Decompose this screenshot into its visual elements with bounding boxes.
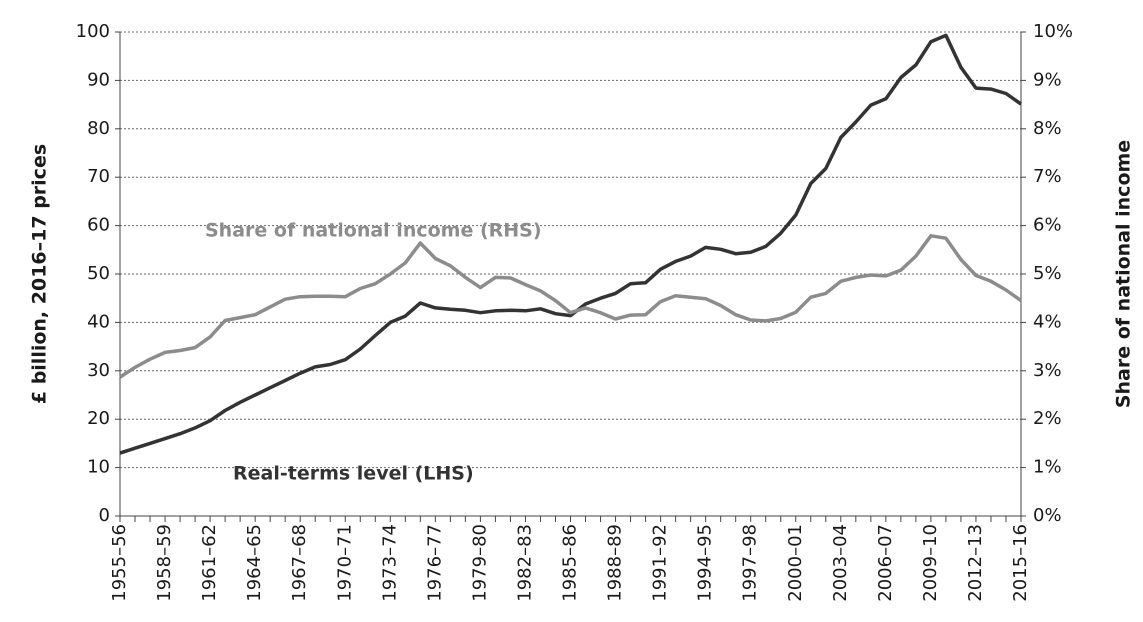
y2-tick-label: 0% [1033,505,1062,526]
y-tick-label: 50 [87,263,110,284]
x-tick-label: 1961–62 [199,524,220,602]
y2-tick-label: 9% [1033,69,1062,90]
series-label: Share of national income (RHS) [205,220,542,242]
x-tick-label: 2012–13 [965,524,986,602]
series-line [119,234,1023,379]
y2-tick-label: 6% [1033,215,1062,236]
x-tick-label: 1976–77 [424,524,445,602]
x-tick-label: 2015–16 [1010,524,1031,602]
y2-tick-label: 7% [1033,166,1062,187]
series-label: Real-terms level (LHS) [233,463,474,485]
y-tick-label: 90 [87,69,110,90]
y-tick-label: 60 [87,215,110,236]
x-tick-label: 2000–01 [785,524,806,602]
x-tick-label: 1988–89 [605,524,626,602]
x-tick-label: 1973–74 [379,524,400,602]
x-tick-label: 1967–68 [289,524,310,602]
y-tick-label: 20 [87,408,110,429]
x-tick-label: 1994–95 [695,524,716,602]
x-tick-label: 1982–83 [514,524,535,602]
y2-tick-label: 4% [1033,311,1062,332]
x-tick-label: 1964–65 [244,524,265,602]
x-tick-label: 2006–07 [875,524,896,602]
x-tick-label: 1970–71 [334,524,355,602]
y2-tick-label: 1% [1033,457,1062,478]
x-tick-label: 1955–56 [109,524,130,602]
x-tick-label: 1979–80 [469,524,490,602]
x-tick-label: 1991–92 [650,524,671,602]
y2-tick-label: 3% [1033,360,1062,381]
y-tick-label: 80 [87,118,110,139]
x-tick-label: 2009–10 [920,524,941,602]
y-tick-label: 40 [87,311,110,332]
x-tick-label: 2003–04 [830,524,851,602]
x-tick-label: 1958–59 [154,524,175,602]
y-tick-label: 10 [87,457,110,478]
y2-tick-label: 2% [1033,408,1062,429]
y-tick-label: 30 [87,360,110,381]
y-tick-label: 100 [76,21,110,42]
y-tick-label: 70 [87,166,110,187]
y2-tick-label: 5% [1033,263,1062,284]
series-line [119,33,1023,455]
x-tick-label: 1985–86 [560,524,581,602]
y-axis-title: £ billion, 2016–17 prices [29,144,51,404]
y2-tick-label: 8% [1033,118,1062,139]
x-tick-label: 1997–98 [740,524,761,602]
y2-tick-label: 10% [1033,21,1073,42]
y-tick-label: 0 [99,505,110,526]
y2-axis-title: Share of national income [1113,140,1135,408]
